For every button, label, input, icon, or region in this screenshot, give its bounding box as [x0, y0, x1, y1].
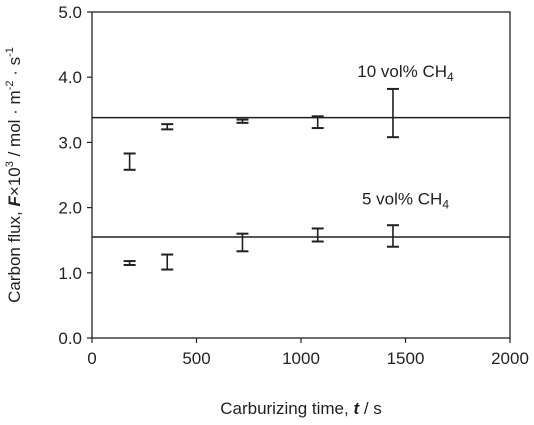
series-annotations: 10 vol% CH4 5 vol% CH4 — [357, 62, 454, 211]
plot-frame — [91, 11, 511, 339]
error-bar — [161, 253, 174, 271]
y-tick-label: 4.0 — [58, 68, 82, 87]
error-bar — [386, 224, 399, 248]
error-bar — [161, 123, 174, 131]
x-tick-label: 1000 — [282, 349, 320, 368]
y-tick-label: 1.0 — [58, 264, 82, 283]
y-tick-label: 5.0 — [58, 3, 82, 22]
error-bar — [311, 227, 324, 243]
error-bar — [386, 87, 399, 139]
series-label: 10 vol% CH4 — [357, 62, 454, 84]
y-axis-ticks: 0.0 1.0 2.0 3.0 4.0 5.0 — [58, 3, 92, 348]
y-tick-label: 0.0 — [58, 329, 82, 348]
error-bar — [123, 260, 136, 266]
x-axis-ticks: 0 500 1000 1500 2000 — [87, 338, 529, 368]
y-tick-label: 2.0 — [58, 199, 82, 218]
series-label: 5 vol% CH4 — [362, 189, 449, 211]
y-tick-label: 3.0 — [58, 133, 82, 152]
x-tick-label: 1500 — [387, 349, 425, 368]
fit-lines — [92, 116, 510, 238]
error-bar — [236, 118, 249, 124]
x-tick-label: 2000 — [491, 349, 529, 368]
x-tick-label: 500 — [182, 349, 210, 368]
x-axis-title: Carburizing time, t / s — [220, 399, 382, 418]
error-bar — [311, 115, 324, 130]
error-bar — [123, 152, 136, 171]
error-bars — [123, 87, 399, 271]
y-axis-title: Carbon flux, F×103 / mol · m-2 · s-1 — [4, 47, 24, 303]
error-bar — [236, 232, 249, 253]
x-tick-label: 0 — [87, 349, 96, 368]
